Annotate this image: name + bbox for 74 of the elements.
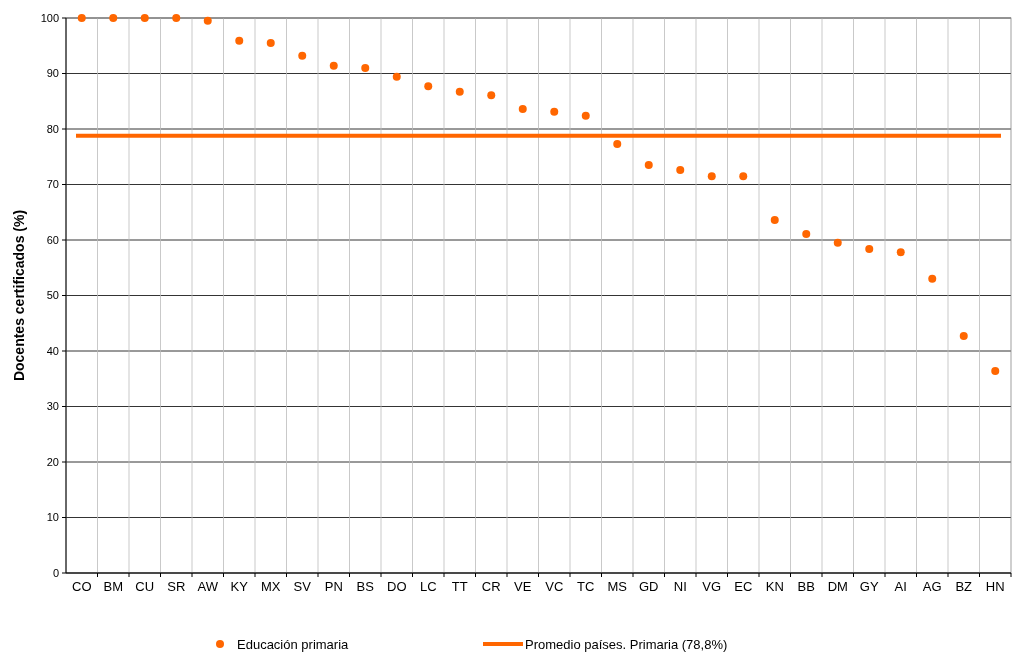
point	[329, 61, 338, 70]
point	[802, 229, 811, 238]
point	[613, 139, 622, 148]
point	[896, 248, 905, 257]
point	[581, 111, 590, 120]
point	[392, 72, 401, 81]
point	[928, 274, 937, 283]
x-tick-label: MX	[261, 579, 281, 594]
x-tick-label: EC	[734, 579, 753, 594]
y-tick-label: 90	[46, 67, 59, 80]
y-tick-label: 20	[46, 455, 59, 468]
y-tick-label: 40	[46, 344, 59, 357]
point	[770, 216, 779, 225]
x-tick-label: GY	[859, 579, 879, 594]
point	[487, 91, 496, 100]
x-tick-label: GD	[639, 579, 659, 594]
point	[676, 166, 685, 175]
point	[298, 51, 307, 60]
point	[707, 172, 716, 181]
x-tick-label: KN	[765, 579, 784, 594]
x-tick-label: BS	[356, 579, 375, 594]
point	[140, 14, 149, 22]
x-tick-label: CO	[72, 579, 92, 594]
point	[550, 107, 559, 116]
x-tick-label: SV	[293, 579, 312, 594]
y-tick-label: 10	[46, 511, 59, 524]
point	[644, 161, 653, 170]
point	[109, 14, 118, 22]
point	[172, 14, 181, 22]
y-tick-label: 0	[52, 566, 59, 579]
point	[235, 36, 244, 45]
point	[959, 332, 968, 341]
point	[203, 16, 212, 25]
point	[991, 366, 1000, 375]
point	[865, 244, 874, 253]
x-tick-label: TT	[451, 579, 468, 594]
point	[424, 82, 433, 91]
x-tick-label: CU	[135, 579, 155, 594]
x-tick-label: VE	[514, 579, 532, 594]
y-tick-label: 30	[46, 400, 59, 413]
point	[361, 63, 370, 72]
point	[266, 38, 275, 47]
x-tick-label: PN	[324, 579, 343, 594]
point	[77, 14, 86, 22]
x-tick-label: VG	[702, 579, 722, 594]
x-tick-label: VC	[545, 579, 564, 594]
x-tick-label: DO	[387, 579, 407, 594]
y-axis-title: Docentes certificados (%)	[11, 209, 27, 382]
y-tick-label: 80	[46, 122, 59, 135]
x-tick-label: CR	[481, 579, 501, 594]
x-tick-label: AW	[197, 579, 219, 594]
x-tick-label: BZ	[955, 579, 973, 594]
x-tick-label: MS	[607, 579, 628, 594]
x-tick-label: LC	[419, 579, 437, 594]
y-tick-label: 60	[46, 233, 59, 246]
y-tick-label: 50	[46, 289, 59, 302]
x-tick-label: AI	[894, 579, 907, 594]
x-tick-label: AG	[922, 579, 942, 594]
x-tick-label: BB	[797, 579, 815, 594]
legend-label: Promedio países. Primaria (78,8%)	[525, 636, 728, 652]
point	[518, 105, 527, 114]
x-tick-label: DM	[827, 579, 848, 594]
legend-label: Educación primaria	[237, 636, 350, 652]
point	[833, 238, 842, 247]
x-tick-label: HN	[985, 579, 1005, 594]
point	[739, 172, 748, 181]
x-tick-label: TC	[577, 579, 595, 594]
x-tick-label: SR	[167, 579, 186, 594]
x-tick-label: BM	[103, 579, 123, 594]
x-tick-label: KY	[230, 579, 249, 594]
y-tick-label: 100	[40, 11, 59, 24]
y-tick-label: 70	[46, 178, 59, 191]
x-tick-label: NI	[673, 579, 687, 594]
point	[455, 87, 464, 96]
